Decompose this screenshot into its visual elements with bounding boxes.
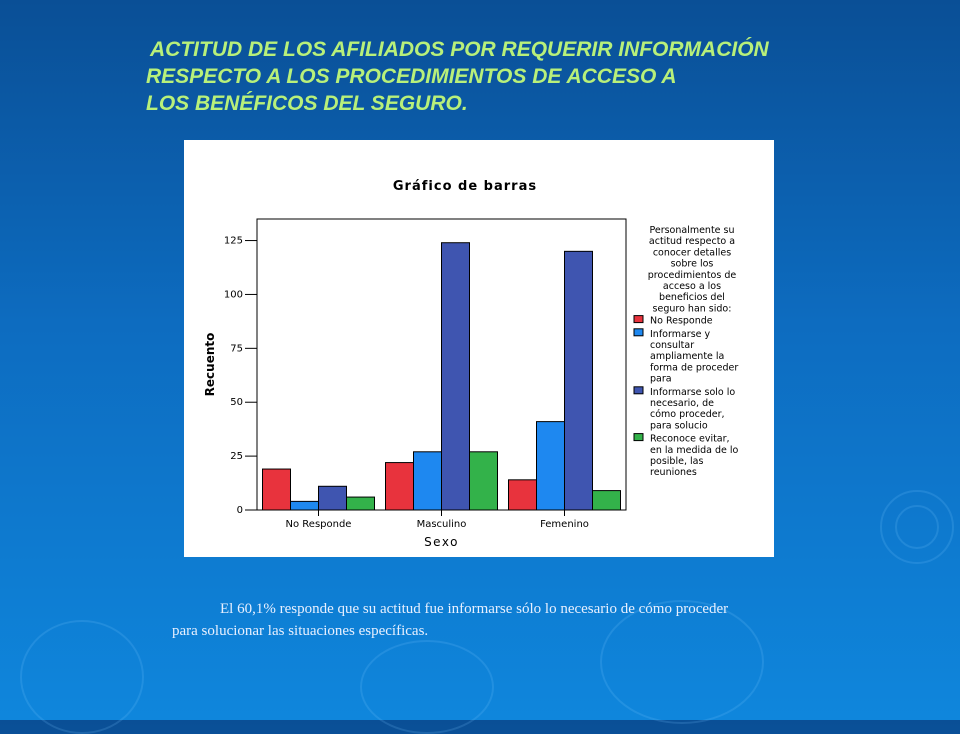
bar xyxy=(290,500,319,511)
legend-label: para solucio xyxy=(650,420,708,431)
legend-title: procedimientos de xyxy=(648,270,737,281)
bar xyxy=(441,242,470,511)
legend-label: Informarse solo lo xyxy=(650,387,735,398)
x-axis-label: Sexo xyxy=(424,535,459,549)
legend-label: en la medida de lo xyxy=(650,445,739,456)
bar-chart: Gráfico de barras 0 25 50 75 100 125 Recuento No… xyxy=(184,140,774,557)
legend-title: Personalmente su xyxy=(649,225,734,236)
slide-title-line: LOS BENÉFICOS DEL SEGURO. xyxy=(146,92,468,115)
legend-title: seguro han sido: xyxy=(653,303,732,314)
legend-label: para xyxy=(650,374,672,385)
legend-label: consultar xyxy=(650,340,694,351)
legend-title: conocer detalles xyxy=(653,247,731,258)
bar xyxy=(469,451,498,511)
slide-title-line: RESPECTO A LOS PROCEDIMIENTOS DE ACCESO … xyxy=(146,65,677,88)
bar xyxy=(262,468,291,511)
caption-line: para solucionar las situaciones específi… xyxy=(172,623,429,639)
legend-title: actitud respecto a xyxy=(649,236,735,247)
ripple-decoration xyxy=(895,505,939,549)
legend-swatch xyxy=(633,315,644,324)
bar xyxy=(592,490,621,511)
y-tick-label: 50 xyxy=(230,397,243,408)
bar xyxy=(385,462,414,511)
legend-label: ampliamente la xyxy=(650,351,724,362)
y-tick-label: 75 xyxy=(230,343,243,354)
legend-swatch xyxy=(633,386,644,395)
legend-label: No Responde xyxy=(650,316,713,327)
legend-swatch xyxy=(633,328,644,337)
bar xyxy=(318,485,347,511)
slide-title-line: ACTITUD DE LOS AFILIADOS POR REQUERIR IN… xyxy=(150,38,769,61)
y-axis-label: Recuento xyxy=(203,333,217,397)
chart-svg: Gráfico de barras 0 25 50 75 100 125 Recuento No… xyxy=(203,179,739,549)
chart-title: Gráfico de barras xyxy=(393,179,537,194)
legend-label: posible, las xyxy=(650,456,703,467)
x-tick-label: Femenino xyxy=(540,519,589,530)
bar xyxy=(564,250,593,511)
bar xyxy=(413,451,442,511)
x-tick-label: No Responde xyxy=(286,519,352,530)
legend-label: Reconoce evitar, xyxy=(650,434,730,445)
legend-label: forma de proceder xyxy=(650,362,738,373)
ripple-decoration xyxy=(20,620,144,734)
legend-title: beneficios del xyxy=(659,292,725,303)
legend-swatch xyxy=(633,433,644,442)
bar xyxy=(346,496,375,511)
caption: El 60,1% responde que su actitud fue inf… xyxy=(172,598,892,642)
legend-label: Informarse y xyxy=(650,329,711,340)
caption-line: El 60,1% responde que su actitud fue inf… xyxy=(220,601,729,617)
slide-title: ACTITUD DE LOS AFILIADOS POR REQUERIR IN… xyxy=(146,36,906,117)
y-tick-label: 125 xyxy=(224,236,243,247)
x-tick-label: Masculino xyxy=(417,519,467,530)
y-tick-label: 25 xyxy=(230,451,243,462)
legend-label: necesario, de xyxy=(650,398,714,409)
bar xyxy=(536,421,565,511)
legend-title: sobre los xyxy=(671,259,714,270)
y-tick-label: 0 xyxy=(237,505,243,516)
legend-label: reuniones xyxy=(650,467,697,478)
bar xyxy=(508,479,537,511)
legend-label: cómo proceder, xyxy=(650,409,725,420)
ripple-decoration xyxy=(880,490,954,564)
legend-title: acceso a los xyxy=(663,281,721,292)
y-tick-label: 100 xyxy=(224,289,243,300)
